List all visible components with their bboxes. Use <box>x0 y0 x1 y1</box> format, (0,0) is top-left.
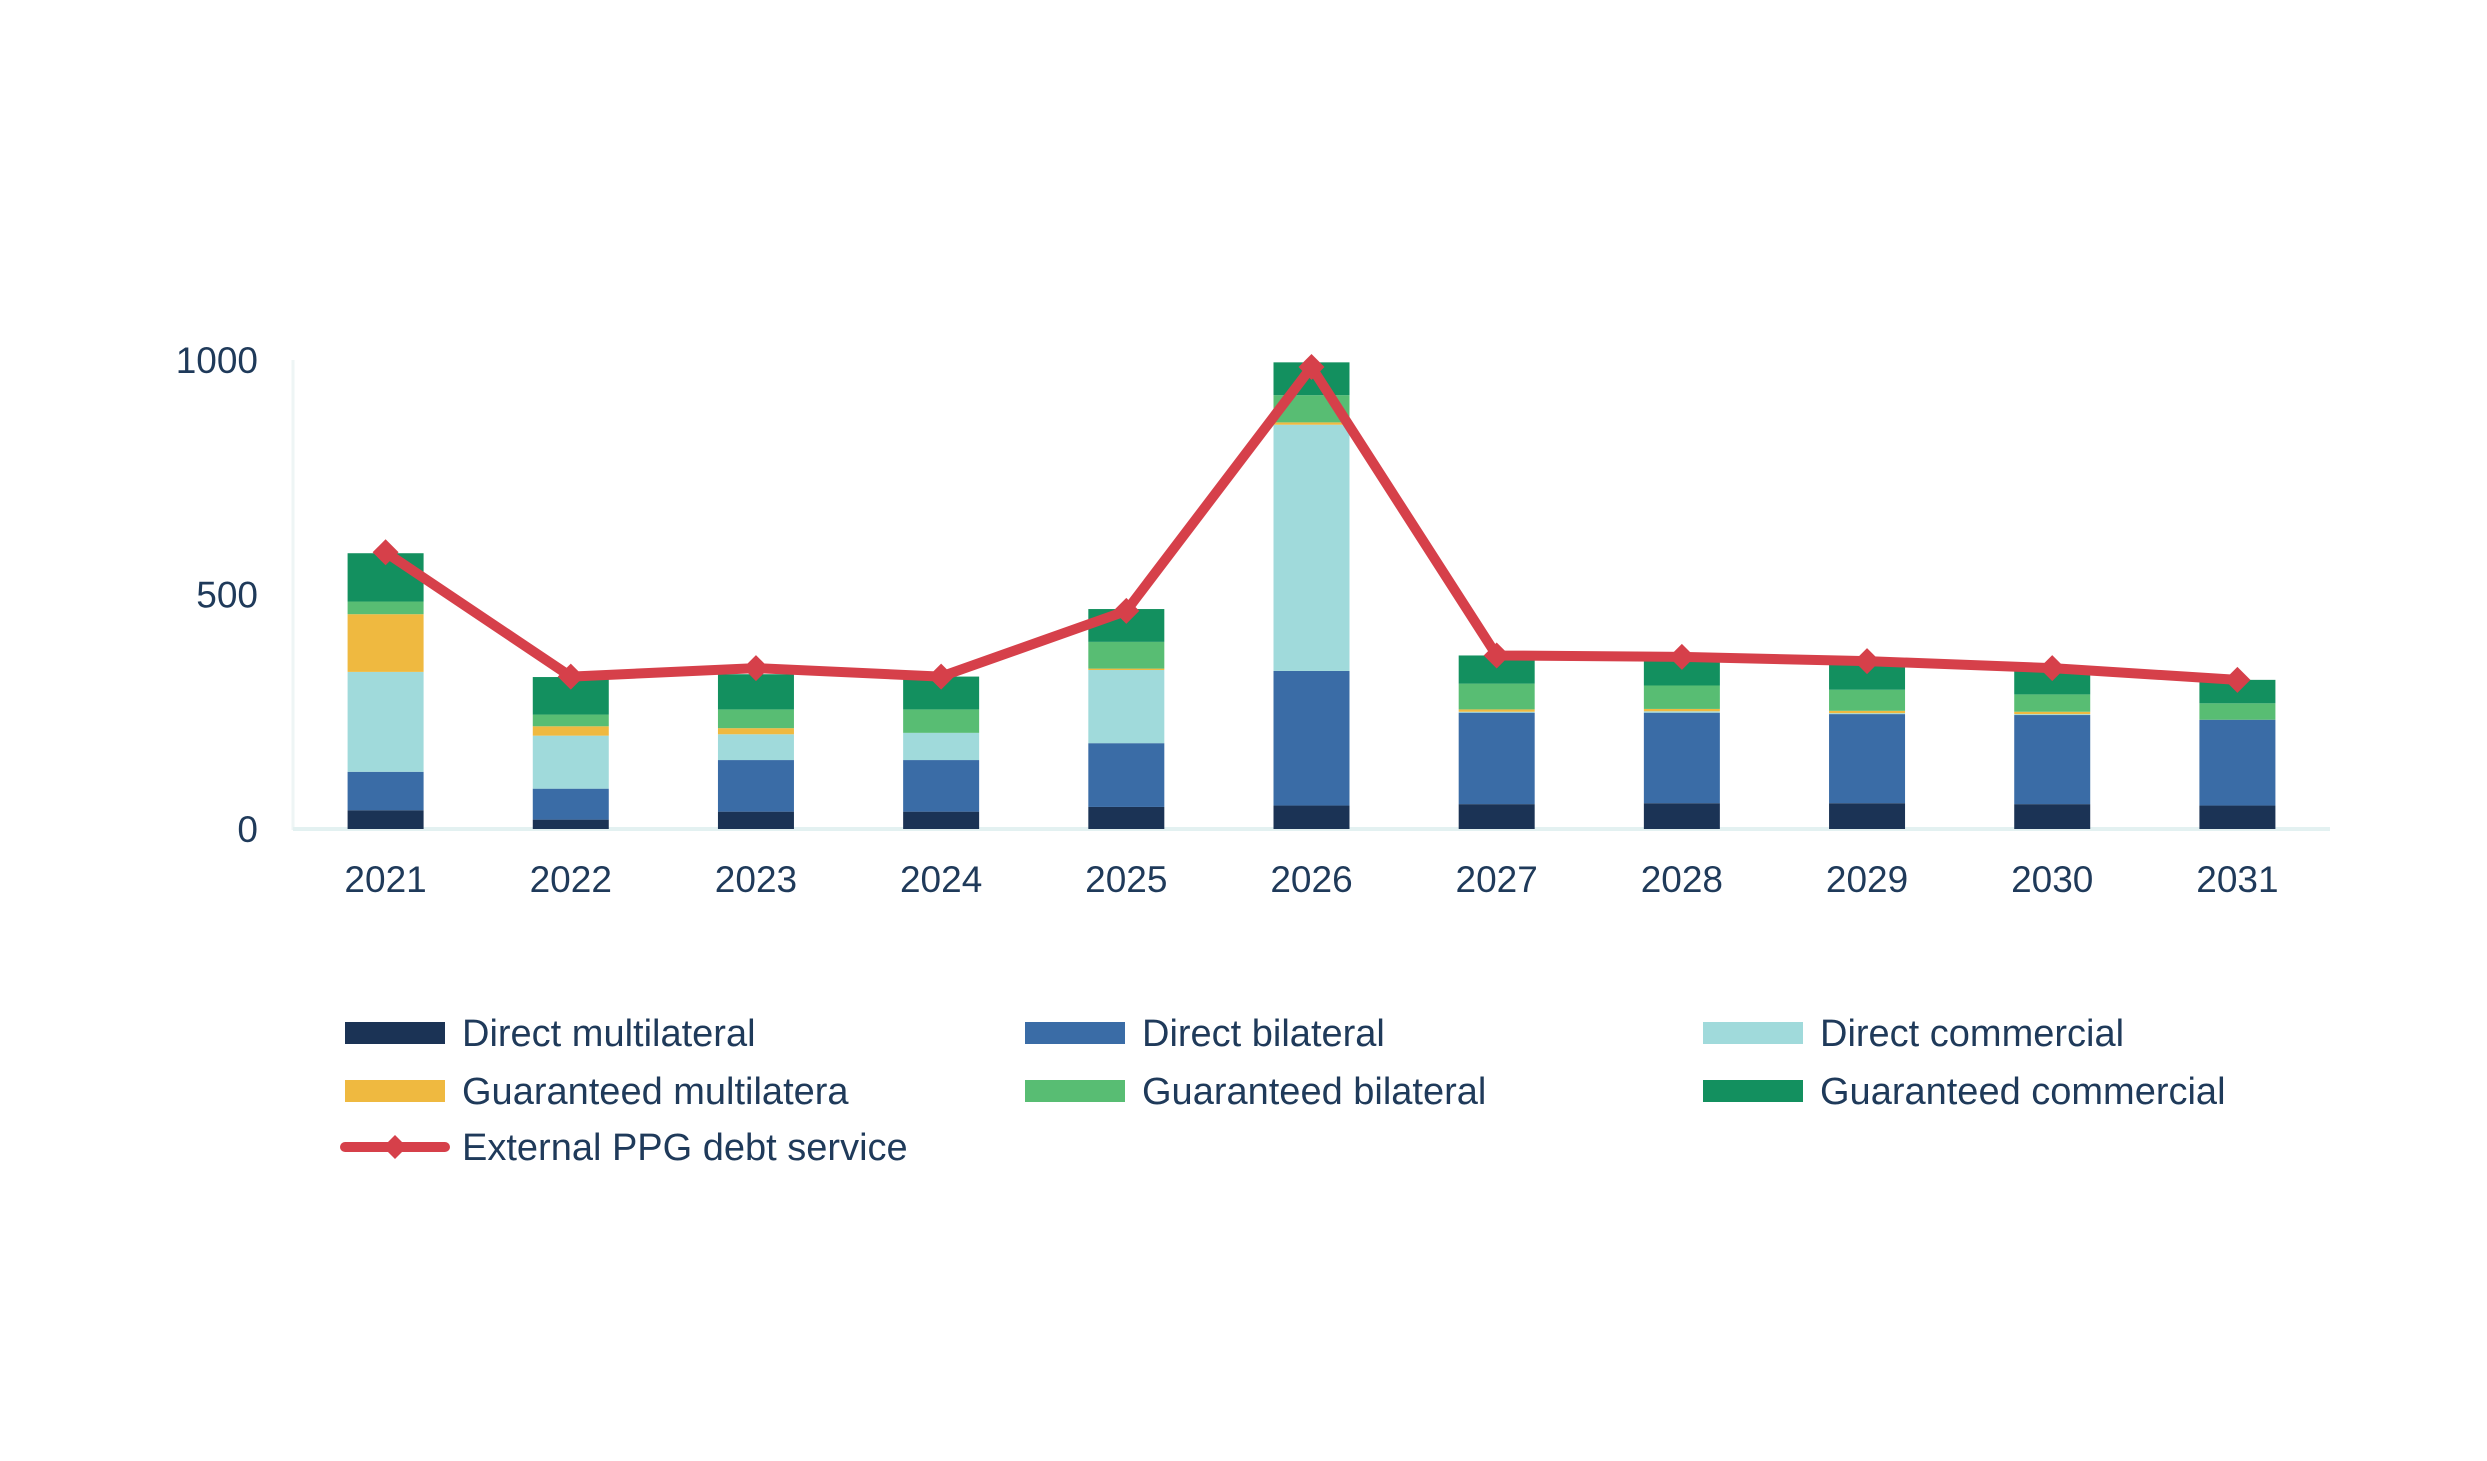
bar-segment-direct-multilateral-2023 <box>717 811 794 829</box>
bar-segment-direct-bilateral-2031 <box>2199 719 2276 806</box>
bar-segment-direct-multilateral-2028 <box>1643 803 1720 829</box>
bar-segment-direct-commercial-2021 <box>347 671 424 772</box>
bar-segment-guaranteed-bilateral-2031 <box>2199 703 2276 720</box>
line-marker-2025 <box>1113 597 1140 624</box>
legend-swatch-guaranteed-multilatera <box>345 1080 445 1102</box>
legend: Direct multilateral Direct bilateral Direc… <box>340 1013 2226 1169</box>
bar-segment-direct-bilateral-2027 <box>1458 712 1535 805</box>
bar-segment-direct-commercial-2022 <box>532 735 609 789</box>
legend-swatch-guaranteed-commercial <box>1703 1080 1803 1102</box>
bar-segment-guaranteed-multilatera-2026 <box>1273 422 1350 425</box>
bar-segment-guaranteed-bilateral-2030 <box>2014 694 2091 712</box>
bar-segment-guaranteed-bilateral-2023 <box>717 709 794 729</box>
bar-segment-direct-multilateral-2025 <box>1088 806 1165 829</box>
line-marker-2026 <box>1298 354 1325 381</box>
bar-segment-direct-multilateral-2030 <box>2014 804 2091 829</box>
legend-marker-diamond <box>383 1135 407 1159</box>
bar-segment-direct-bilateral-2028 <box>1643 712 1720 804</box>
bar-segment-direct-commercial-2029 <box>1829 713 1906 715</box>
legend-swatch-direct-commercial <box>1703 1022 1803 1044</box>
line-marker-2023 <box>742 655 769 682</box>
x-tick-label: 2022 <box>530 859 612 900</box>
y-tick-label: 1000 <box>176 340 258 381</box>
line-marker-2031 <box>2224 666 2251 693</box>
bar-segment-guaranteed-multilatera-2029 <box>1829 710 1906 714</box>
legend-label: Guaranteed bilateral <box>1142 1071 1486 1113</box>
legend-label: Direct commercial <box>1820 1013 2124 1055</box>
bar-segment-guaranteed-multilatera-2022 <box>532 726 609 736</box>
bar-segment-guaranteed-bilateral-2024 <box>903 709 980 733</box>
line-marker-2028 <box>1668 643 1695 670</box>
bar-segment-direct-bilateral-2030 <box>2014 715 2091 805</box>
bar-segment-direct-bilateral-2026 <box>1273 670 1350 806</box>
bar-segment-direct-multilateral-2026 <box>1273 805 1350 829</box>
y-tick-label: 0 <box>237 809 258 850</box>
legend-swatch-direct-bilateral <box>1025 1022 1125 1044</box>
bar-segment-direct-multilateral-2027 <box>1458 804 1535 829</box>
line-marker-2024 <box>928 663 955 690</box>
debt-service-line <box>372 354 2251 693</box>
x-tick-label: 2030 <box>2011 859 2093 900</box>
bar-segment-direct-commercial-2028 <box>1643 711 1720 713</box>
x-tick-label: 2031 <box>2196 859 2278 900</box>
x-tick-label: 2026 <box>1270 859 1352 900</box>
bar-segment-guaranteed-multilatera-2025 <box>1088 668 1165 671</box>
x-tick-label: 2027 <box>1456 859 1538 900</box>
legend-label: Direct bilateral <box>1142 1013 1385 1055</box>
legend-label: External PPG debt service <box>462 1127 908 1169</box>
legend-label: Guaranteed multilatera <box>462 1071 849 1113</box>
x-tick-label: 2021 <box>344 859 426 900</box>
bar-segment-guaranteed-multilatera-2030 <box>2014 711 2091 715</box>
x-tick-label: 2023 <box>715 859 797 900</box>
bar-segment-direct-multilateral-2022 <box>532 819 609 829</box>
bar-segment-direct-bilateral-2029 <box>1829 714 1906 804</box>
bar-segment-direct-commercial-2025 <box>1088 670 1165 744</box>
legend-swatch-guaranteed-bilateral <box>1025 1080 1125 1102</box>
bar-segment-guaranteed-multilatera-2028 <box>1643 708 1720 712</box>
bar-segment-guaranteed-multilatera-2021 <box>347 614 424 672</box>
bar-segment-guaranteed-bilateral-2025 <box>1088 641 1165 669</box>
bar-segment-direct-bilateral-2021 <box>347 771 424 811</box>
legend-swatch-direct-multilateral <box>345 1022 445 1044</box>
bar-segment-guaranteed-multilatera-2023 <box>717 728 794 735</box>
line-marker-2029 <box>1854 648 1881 675</box>
x-ticks: 2021 2022 2023 2024 2025 2026 2027 2028 2029 2030… <box>344 859 2278 900</box>
bar-segment-direct-multilateral-2031 <box>2199 805 2276 829</box>
bar-segment-direct-multilateral-2029 <box>1829 803 1906 829</box>
bar-segment-direct-bilateral-2023 <box>717 760 794 812</box>
line-marker-2022 <box>557 663 584 690</box>
bar-segment-guaranteed-multilatera-2027 <box>1458 709 1535 712</box>
y-ticks: 0 500 1000 <box>176 340 258 850</box>
bar-segment-direct-bilateral-2022 <box>532 788 609 820</box>
line-marker-2027 <box>1483 642 1510 669</box>
bar-segment-direct-multilateral-2021 <box>347 810 424 829</box>
bar-segment-guaranteed-bilateral-2027 <box>1458 683 1535 710</box>
bar-segment-direct-bilateral-2025 <box>1088 743 1165 807</box>
bar-segment-direct-multilateral-2024 <box>903 811 980 829</box>
bars <box>347 362 2276 829</box>
line-marker-2021 <box>372 539 399 566</box>
legend-label: Direct multilateral <box>462 1013 756 1055</box>
x-tick-label: 2025 <box>1085 859 1167 900</box>
bar-segment-guaranteed-bilateral-2029 <box>1829 689 1906 711</box>
bar-segment-direct-commercial-2026 <box>1273 424 1350 671</box>
bar-segment-direct-commercial-2023 <box>717 734 794 761</box>
bar-segment-direct-commercial-2030 <box>2014 714 2091 716</box>
bar-segment-guaranteed-bilateral-2028 <box>1643 685 1720 709</box>
x-tick-label: 2024 <box>900 859 982 900</box>
x-tick-label: 2028 <box>1641 859 1723 900</box>
x-tick-label: 2029 <box>1826 859 1908 900</box>
bar-segment-direct-bilateral-2024 <box>903 760 980 812</box>
line-marker-2030 <box>2039 655 2066 682</box>
bar-segment-direct-commercial-2027 <box>1458 711 1535 713</box>
bar-segment-guaranteed-bilateral-2021 <box>347 601 424 615</box>
bar-segment-direct-commercial-2024 <box>903 732 980 761</box>
y-tick-label: 500 <box>196 575 258 616</box>
legend-label: Guaranteed commercial <box>1820 1071 2226 1113</box>
bar-segment-guaranteed-bilateral-2022 <box>532 714 609 727</box>
